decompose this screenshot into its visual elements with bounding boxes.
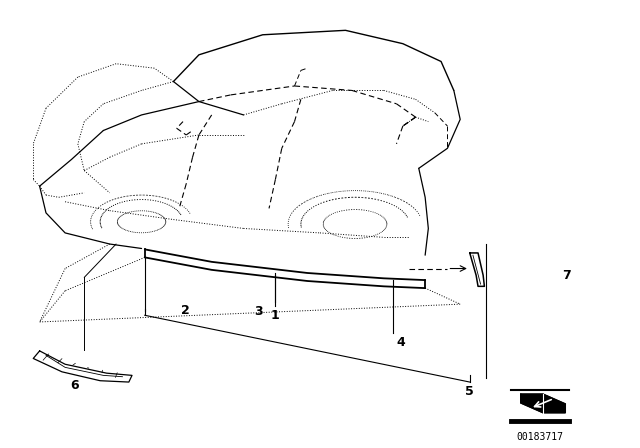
Text: 3: 3	[254, 305, 262, 318]
Text: 1: 1	[271, 310, 280, 323]
Text: 5: 5	[465, 385, 474, 398]
Text: 4: 4	[396, 336, 405, 349]
Text: 2: 2	[180, 304, 189, 317]
Polygon shape	[521, 394, 565, 413]
Text: 7: 7	[562, 269, 571, 282]
Text: 00183717: 00183717	[516, 432, 563, 442]
Text: 6: 6	[70, 379, 79, 392]
